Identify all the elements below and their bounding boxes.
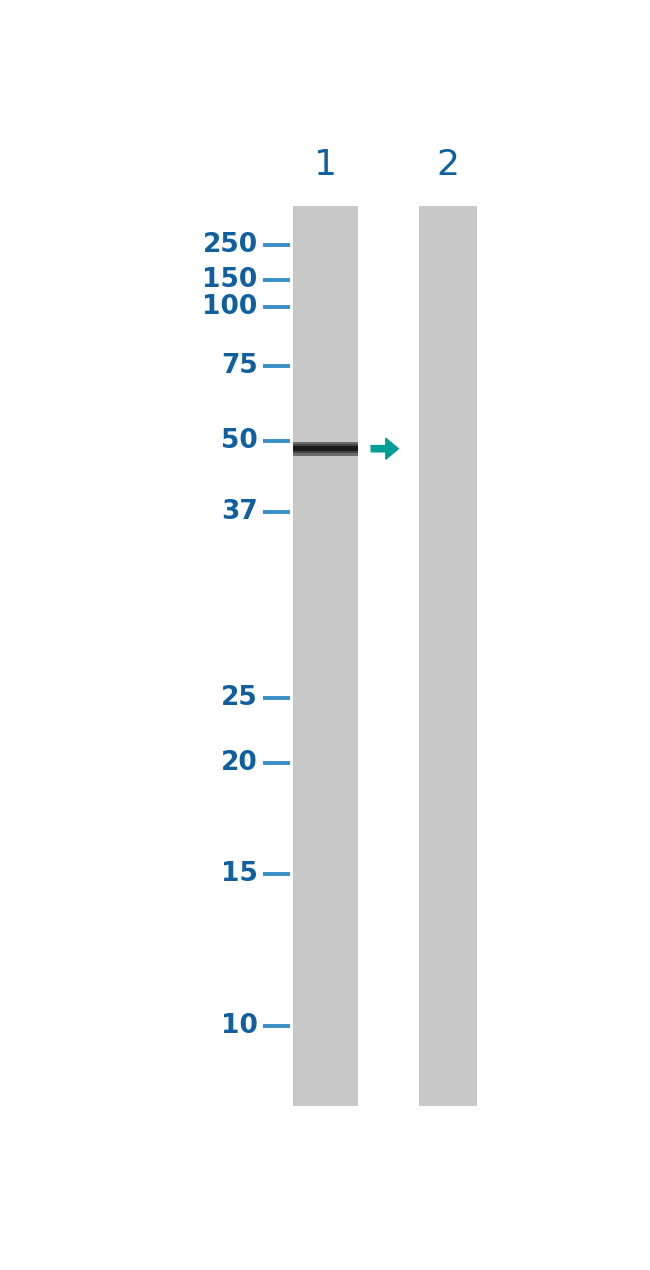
Text: 2: 2 [437,147,460,182]
Bar [292,206,358,1106]
Bar [292,442,358,456]
FancyArrowPatch shape [371,438,398,460]
Text: 100: 100 [202,293,257,320]
Bar [292,442,358,444]
Text: 50: 50 [221,428,257,453]
Text: 75: 75 [221,353,257,378]
Bar [292,453,358,456]
Text: 15: 15 [221,861,257,886]
Bar [292,451,358,456]
Text: 10: 10 [221,1012,257,1039]
Text: 37: 37 [221,499,257,526]
Text: 1: 1 [314,147,337,182]
Text: 150: 150 [202,267,257,292]
Bar [292,442,358,446]
Text: 20: 20 [221,749,257,776]
Text: 250: 250 [202,232,257,258]
Text: 25: 25 [221,685,257,711]
Bar [419,206,476,1106]
